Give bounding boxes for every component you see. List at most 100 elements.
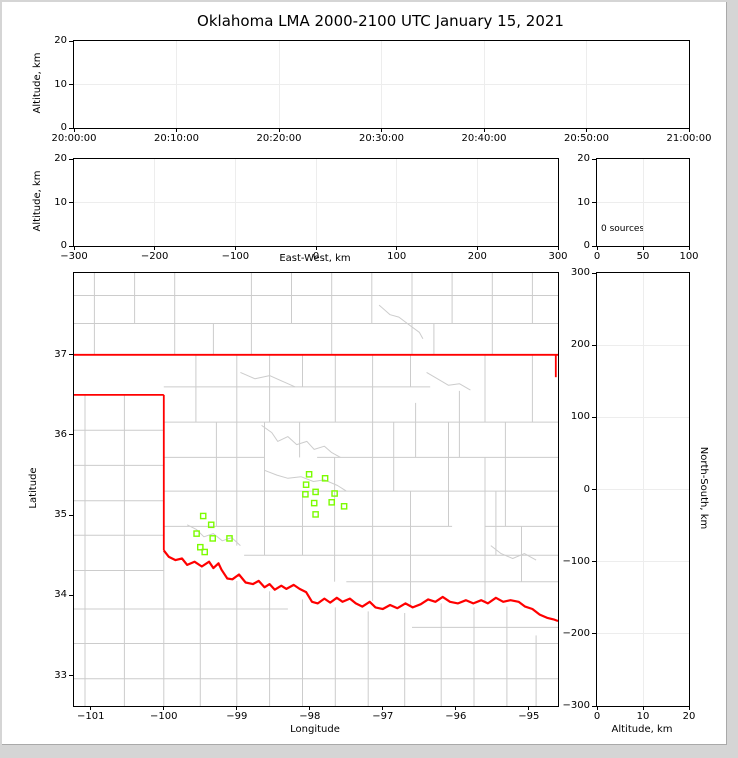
y-tick-label: 0	[583, 240, 590, 251]
x-tick-mark	[154, 246, 156, 250]
y-tick-mark	[592, 158, 596, 160]
y-tick-mark	[69, 514, 73, 516]
y-gridline	[597, 416, 689, 418]
x-tick-label: −100	[150, 711, 178, 722]
x-tick-label: 20:40:00	[461, 133, 507, 144]
y-tick-mark	[69, 354, 73, 356]
county-line	[426, 371, 471, 391]
y-tick-mark	[69, 434, 73, 436]
y-tick-mark	[592, 489, 596, 490]
source-count-annotation: 0 sources	[601, 224, 645, 234]
x-tick-label: 20:00:00	[51, 133, 97, 144]
lma-station-marker	[302, 481, 310, 489]
lma-station-marker	[305, 470, 313, 478]
x-tick-mark	[688, 128, 690, 132]
north-south-panel-ylabel: North-South, km	[698, 446, 709, 530]
figure-title: Oklahoma LMA 2000-2100 UTC January 15, 2…	[197, 12, 564, 30]
x-tick-label: −98	[299, 711, 321, 722]
county-line	[261, 424, 341, 458]
y-tick-label: −200	[562, 627, 590, 639]
x-tick-label: 20:30:00	[359, 133, 404, 144]
north-south-vs-altitude-panel: 0 10 20 −300 −200 −100 0 100 200 300	[563, 268, 696, 722]
county-line	[490, 545, 537, 561]
x-tick-mark	[176, 128, 177, 132]
lma-station-marker	[207, 521, 215, 529]
altitude-vs-time-panel: 20:00:00 20:10:00 20:20:00 20:30:00 20:40:00…	[52, 36, 712, 144]
x-tick-label: 20	[682, 711, 696, 722]
county-line	[264, 469, 347, 492]
lma-station-marker	[321, 474, 329, 482]
x-tick-mark	[309, 706, 311, 710]
y-tick-label: 20	[577, 153, 590, 164]
y-tick-label: 100	[570, 411, 590, 423]
lma-station-marker	[226, 535, 233, 542]
map-panel: −101 −100 −99 −98 −97 −96 −95 33 34 35 36 37	[54, 272, 559, 722]
x-tick-mark	[642, 706, 644, 710]
map-ylabel: Latitude	[28, 467, 39, 509]
x-tick-mark	[382, 706, 384, 710]
county-line	[378, 304, 424, 340]
y-tick-label: 0	[60, 240, 67, 251]
y-tick-label: −300	[562, 700, 590, 711]
x-tick-label: −97	[372, 711, 394, 722]
x-tick-label: −300	[60, 251, 88, 262]
x-tick-mark	[688, 706, 690, 710]
x-tick-mark	[455, 706, 457, 710]
x-tick-label: −200	[140, 251, 169, 262]
x-tick-mark	[396, 246, 398, 250]
y-tick-mark	[592, 245, 596, 247]
y-tick-label: 0	[60, 122, 67, 133]
lma-station-marker	[312, 488, 319, 496]
x-tick-mark	[381, 128, 382, 132]
county-line	[240, 371, 296, 388]
x-tick-label: −99	[226, 711, 248, 722]
state-border-line	[162, 549, 558, 623]
y-tick-label: 300	[570, 267, 590, 278]
x-tick-label: 21:00:00	[666, 133, 712, 144]
x-tick-label: −101	[77, 711, 105, 722]
y-gridline	[597, 202, 689, 203]
y-tick-label: 37	[54, 348, 67, 360]
y-tick-mark	[69, 594, 73, 596]
x-tick-mark	[483, 128, 485, 132]
north-south-panel-xlabel: Altitude, km	[611, 724, 673, 735]
y-tick-label: 34	[54, 589, 67, 601]
x-tick-label: −95	[518, 711, 540, 722]
y-tick-mark	[592, 344, 596, 346]
y-tick-mark	[69, 40, 73, 42]
time-panel-ylabel: Altitude, km	[32, 52, 43, 114]
plot-canvas: Oklahoma LMA 2000-2100 UTC January 15, 2…	[2, 2, 727, 745]
x-tick-mark	[596, 706, 598, 710]
lma-station-marker	[331, 490, 338, 497]
y-tick-mark	[69, 202, 73, 203]
x-tick-label: 10	[636, 711, 650, 722]
y-tick-label: 20	[54, 153, 67, 164]
x-tick-mark	[596, 246, 598, 250]
y-tick-mark	[592, 705, 596, 707]
x-tick-mark	[642, 246, 644, 250]
y-tick-label: 35	[54, 509, 67, 521]
y-tick-mark	[69, 84, 73, 85]
y-gridline	[74, 202, 558, 203]
x-tick-mark	[315, 246, 317, 250]
lma-station-marker	[201, 548, 209, 556]
x-tick-mark	[163, 706, 165, 710]
lma-station-marker	[193, 530, 200, 537]
x-tick-label: 20:10:00	[154, 133, 199, 144]
altitude-vs-east-west-panel: −300 −200 −100 0 100 200 300 0 10 20	[54, 154, 567, 262]
x-tick-mark	[476, 246, 478, 250]
y-tick-mark	[592, 633, 596, 635]
y-tick-mark	[69, 675, 73, 677]
lma-station-marker	[302, 490, 309, 498]
lma-station-marker	[196, 543, 204, 551]
x-tick-label: 100	[387, 251, 407, 262]
y-tick-label: 10	[577, 196, 590, 208]
x-tick-mark	[586, 128, 587, 132]
x-tick-label: 20:20:00	[256, 133, 302, 144]
x-tick-label: 0	[312, 251, 320, 262]
x-tick-label: 200	[467, 251, 487, 262]
lma-station-marker	[310, 499, 318, 507]
x-tick-label: −96	[445, 711, 467, 722]
y-tick-label: 200	[570, 339, 590, 351]
